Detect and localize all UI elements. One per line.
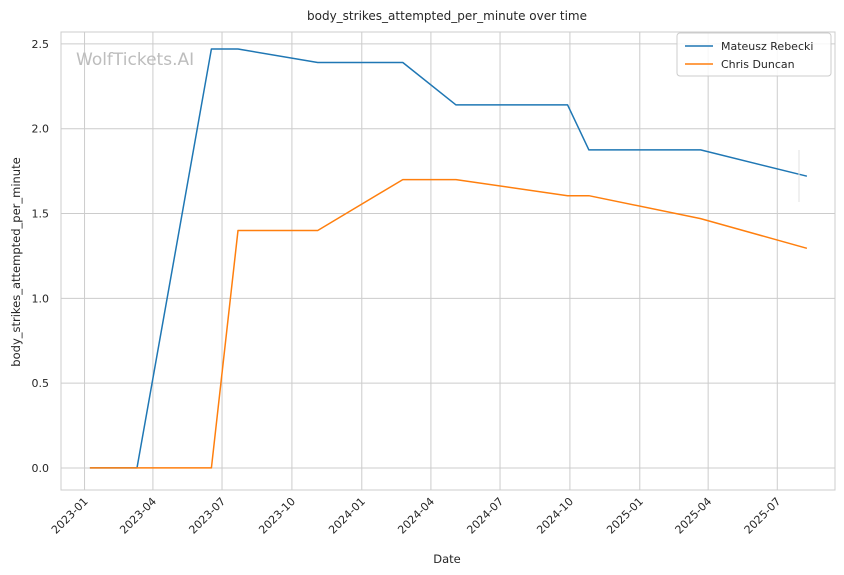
x-axis-label: Date	[433, 552, 461, 566]
legend: Mateusz Rebecki Chris Duncan	[676, 32, 832, 77]
y-axis-label: body_strikes_attempted_per_minute	[9, 157, 23, 366]
series-line-0	[89, 48, 808, 469]
legend-box	[676, 32, 832, 77]
y-tick-label: 0.5	[32, 377, 50, 390]
y-tick-label: 0.0	[32, 462, 50, 475]
series-line-1	[89, 178, 808, 469]
y-tick-label: 1.5	[32, 208, 50, 221]
chart-title: body_strikes_attempted_per_minute over t…	[307, 9, 587, 23]
legend-label-0: Mateusz Rebecki	[721, 40, 813, 53]
watermark: WolfTickets.AI	[76, 50, 194, 70]
y-tick-label: 2.5	[32, 38, 50, 51]
series-lines	[89, 48, 808, 469]
y-tick-label: 2.0	[32, 123, 50, 136]
plot-area	[60, 31, 836, 491]
y-tick-label: 1.0	[32, 292, 50, 305]
legend-label-1: Chris Duncan	[721, 58, 795, 71]
